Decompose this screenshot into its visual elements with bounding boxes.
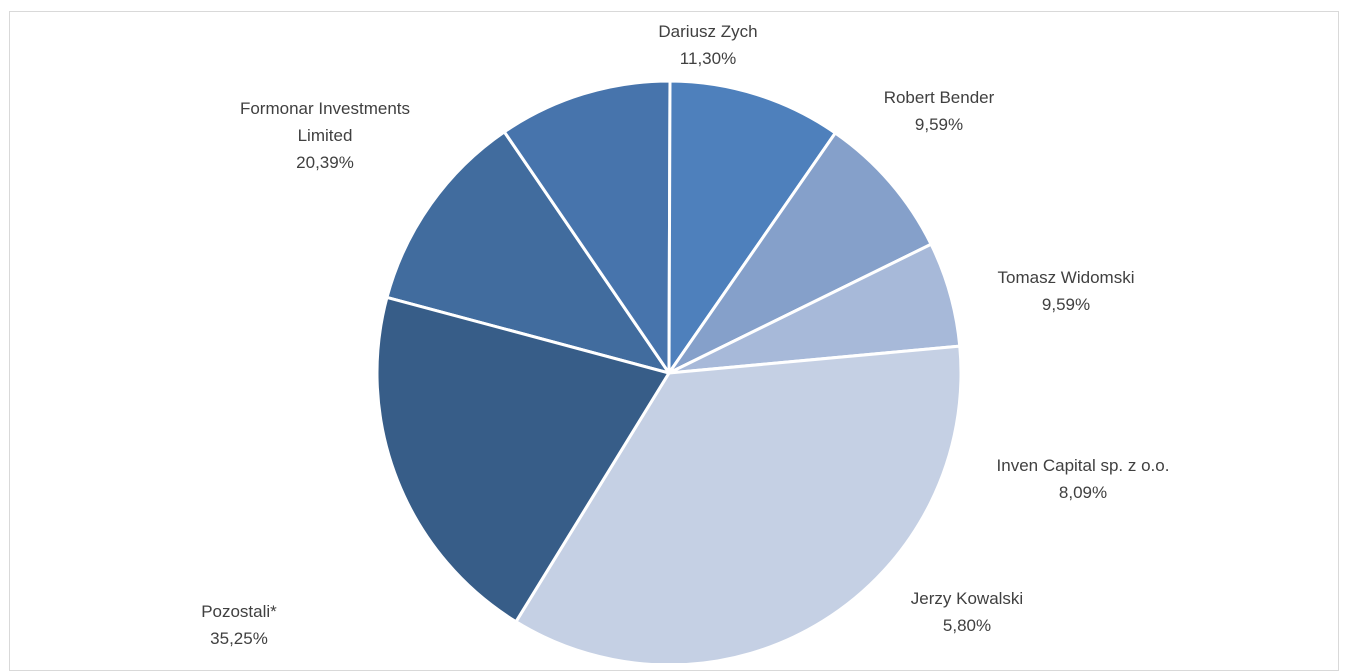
- pie-slice-robert-bender: [502, 79, 672, 378]
- pie-slice-formonar-investments: [375, 295, 672, 624]
- data-label-pozostali: Pozostali* 35,25%: [201, 602, 277, 648]
- data-label-inven-capital-sp-z-o-o: Inven Capital sp. z o.o. 8,09%: [997, 456, 1170, 502]
- pie-slice-pozostali: [513, 344, 963, 663]
- data-label-robert-bender: Robert Bender 9,59%: [884, 88, 995, 134]
- data-label-jerzy-kowalski: Jerzy Kowalski 5,80%: [911, 589, 1023, 635]
- data-label-tomasz-widomski: Tomasz Widomski 9,59%: [998, 268, 1135, 314]
- pie-slice-dariusz-zych: [385, 129, 673, 376]
- data-label-dariusz-zych: Dariusz Zych 11,30%: [658, 22, 757, 68]
- pie-slice-tomasz-widomski: [667, 79, 838, 378]
- pie-slice-inven-capital-sp-z-o-o: [664, 130, 934, 377]
- data-label-formonar-investments: Formonar Investments Limited 20,39%: [240, 99, 410, 172]
